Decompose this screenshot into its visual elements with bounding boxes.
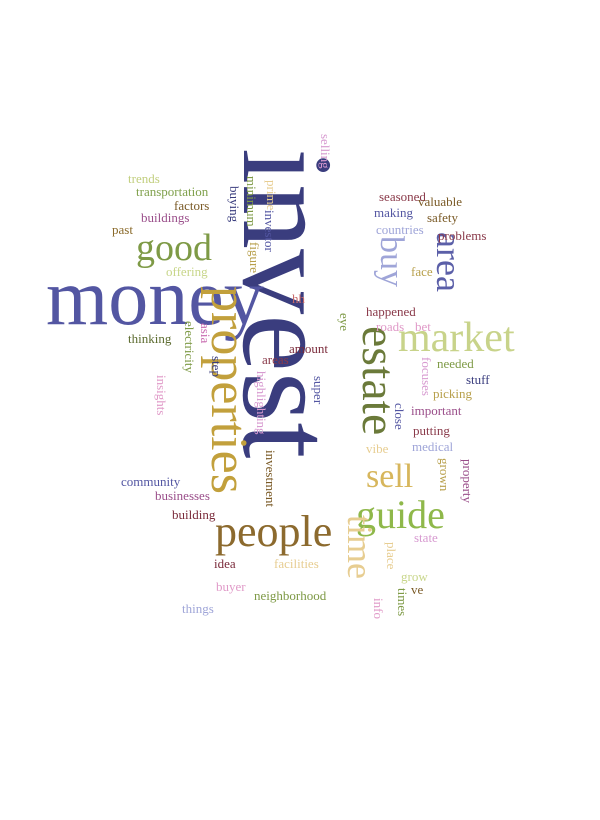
word-making: making bbox=[374, 205, 413, 220]
word-thinking: thinking bbox=[128, 331, 172, 346]
word-businesses: businesses bbox=[155, 488, 210, 503]
word-needed: needed bbox=[437, 356, 474, 371]
word-state: state bbox=[414, 530, 438, 545]
word-areas: areas bbox=[262, 352, 289, 367]
word-safety: safety bbox=[427, 210, 459, 225]
word-facilities: facilities bbox=[274, 556, 319, 571]
word-picking: picking bbox=[433, 386, 472, 401]
word-grown: grown bbox=[437, 458, 452, 492]
word-electricity: electricity bbox=[182, 321, 197, 373]
word-ve: ve bbox=[411, 582, 424, 597]
word-building: building bbox=[172, 507, 216, 522]
word-stuff: stuff bbox=[466, 372, 490, 387]
word-neighborhood: neighborhood bbox=[254, 588, 327, 603]
word-putting: putting bbox=[413, 423, 450, 438]
word-people: people bbox=[215, 507, 333, 556]
word-buildings: buildings bbox=[141, 210, 190, 225]
word-highlighting: highlighting bbox=[254, 371, 269, 435]
word-hh: hh bbox=[292, 291, 305, 306]
word-insights: insights bbox=[154, 375, 169, 416]
word-bet: bet bbox=[415, 319, 431, 334]
word-medical: medical bbox=[412, 439, 454, 454]
word-guide: guide bbox=[356, 492, 445, 537]
word-eye: eye bbox=[337, 313, 352, 332]
word-close: close bbox=[392, 403, 407, 430]
word-property: property bbox=[460, 459, 475, 504]
word-buyer: buyer bbox=[216, 579, 246, 594]
word-step: step bbox=[209, 356, 224, 377]
word-community: community bbox=[121, 474, 181, 489]
word-place: place bbox=[384, 542, 399, 570]
word-grow: grow bbox=[401, 569, 428, 584]
word-past: past bbox=[112, 222, 133, 237]
word-buying: buying bbox=[227, 186, 242, 223]
word-roads: roads bbox=[376, 319, 405, 334]
word-things: things bbox=[182, 601, 214, 616]
word-sell: sell bbox=[366, 458, 414, 495]
word-investor: investor bbox=[262, 210, 277, 252]
word-market: market bbox=[398, 315, 515, 361]
word-minimum: minimum bbox=[244, 176, 259, 227]
word-valuable: valuable bbox=[418, 194, 463, 209]
word-countries: countries bbox=[376, 222, 424, 237]
word-factors: factors bbox=[174, 198, 210, 213]
word-transportation: transportation bbox=[136, 184, 209, 199]
word-figure: figure bbox=[247, 242, 262, 274]
word-investment: investment bbox=[263, 450, 278, 508]
word-times: times bbox=[395, 588, 410, 617]
word-happened: happened bbox=[366, 304, 416, 319]
word-time: time bbox=[340, 515, 380, 579]
word-problems: problems bbox=[438, 228, 487, 243]
word-super: super bbox=[311, 376, 326, 405]
word-face: face bbox=[411, 264, 433, 279]
word-info: info bbox=[371, 598, 386, 619]
word-buy: buy bbox=[373, 236, 410, 287]
word-properties: properties bbox=[200, 286, 257, 494]
word-amount: amount bbox=[289, 341, 328, 356]
word-selling: selling bbox=[318, 134, 333, 169]
word-idea: idea bbox=[214, 556, 236, 571]
word-offering: offering bbox=[166, 264, 208, 279]
word-seasoned: seasoned bbox=[379, 189, 426, 204]
word-asia: asia bbox=[198, 323, 213, 344]
word-prime: prime bbox=[264, 180, 279, 211]
word-focuses: focuses bbox=[419, 357, 434, 396]
word-vibe: vibe bbox=[366, 441, 389, 456]
word-good: good bbox=[136, 227, 212, 269]
word-trends: trends bbox=[128, 171, 160, 186]
word-important: important bbox=[411, 403, 462, 418]
word-money: money bbox=[46, 254, 264, 342]
